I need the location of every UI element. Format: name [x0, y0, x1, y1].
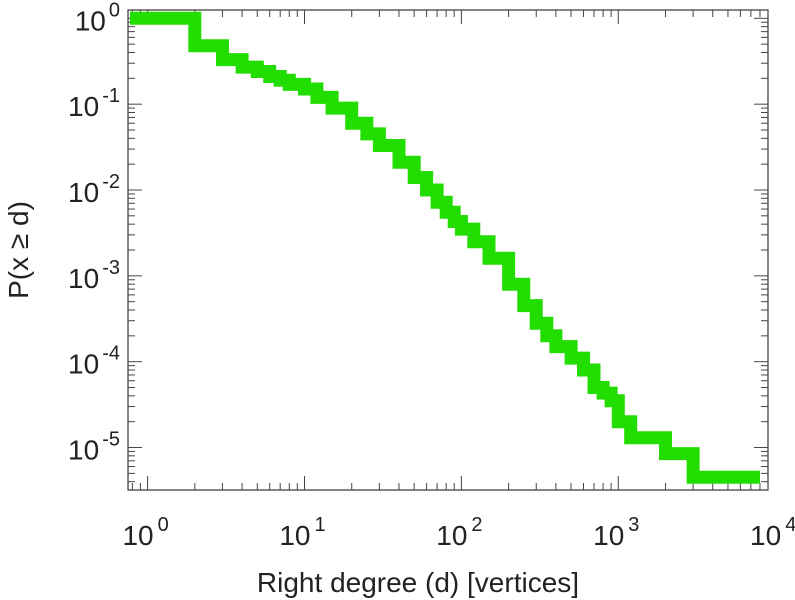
series-line: [130, 11, 760, 484]
x-tick-label: 10 3: [593, 514, 639, 551]
x-tick-label: 10 2: [436, 514, 482, 551]
y-tick-label: 10 0: [75, 0, 120, 36]
x-tick-label: 10 0: [122, 514, 168, 551]
y-tick-label: 10 -4: [68, 343, 120, 380]
y-tick-label: 10 -3: [68, 257, 120, 294]
y-tick-label: 10 -2: [68, 171, 120, 208]
y-axis-label: P(x ≥ d): [3, 201, 34, 299]
x-axis-label: Right degree (d) [vertices]: [257, 567, 579, 598]
plot-frame: [127, 9, 769, 491]
minor-ticks: [128, 10, 769, 490]
major-ticks: [128, 10, 768, 490]
x-tick-label: 10 1: [279, 514, 325, 551]
x-tick-labels: 10 0 10 1 10 2 10 3 10 4: [122, 514, 795, 551]
y-tick-label: 10 -5: [68, 429, 120, 466]
y-tick-label: 10 -1: [68, 85, 120, 122]
x-tick-label: 10 4: [750, 514, 795, 551]
